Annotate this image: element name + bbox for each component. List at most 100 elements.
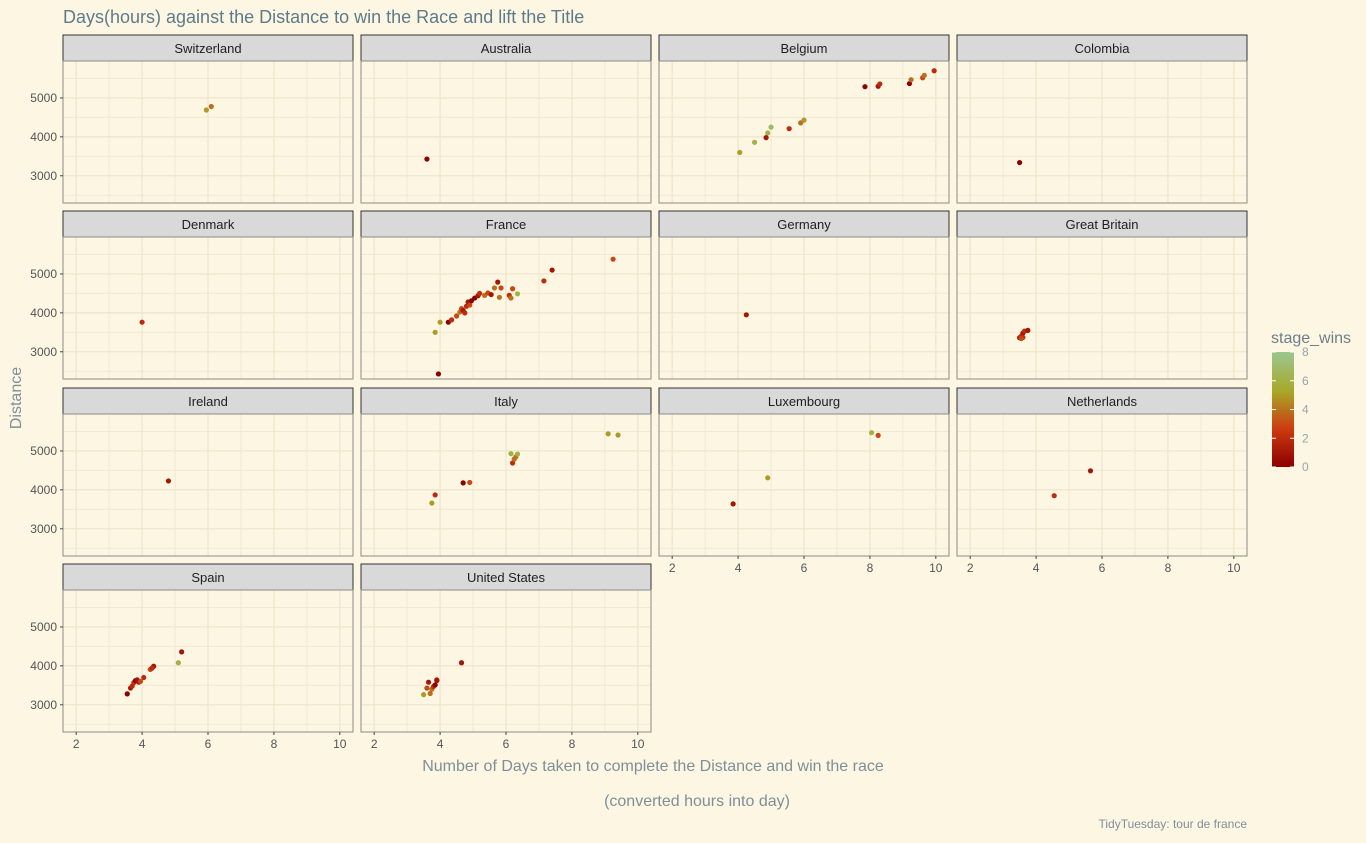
data-point [467, 479, 473, 486]
facet-strip [360, 563, 652, 591]
panel-border [360, 236, 652, 380]
data-point [549, 267, 555, 273]
data-point [435, 371, 442, 377]
panel-germany: Germany [658, 210, 950, 380]
x-tick-label: 6 [503, 737, 510, 751]
data-point [751, 139, 758, 145]
y-tick-label: 3000 [30, 169, 57, 183]
panel-united-states: United States 2 4 6 8 10 [360, 563, 652, 751]
facet-label-italy: Italy [494, 394, 518, 409]
panel-denmark: Denmark 3000 4000 5000 [30, 210, 354, 380]
facet-strip [658, 387, 950, 415]
data-point [1051, 493, 1057, 499]
data-point [605, 431, 611, 437]
facet-strip [658, 210, 950, 238]
x-tick-label: 8 [271, 737, 278, 751]
data-point [424, 685, 430, 691]
data-point [477, 290, 483, 297]
legend-tick-label: 0 [1302, 460, 1309, 474]
x-axis-title: Number of Days taken to complete the Dis… [422, 758, 884, 775]
y-tick-label: 5000 [30, 267, 57, 281]
panel-border [62, 413, 354, 557]
data-point [862, 84, 868, 90]
facet-strip [62, 387, 354, 415]
facet-strip [62, 563, 354, 591]
facet-label-denmark: Denmark [182, 217, 235, 232]
data-point [765, 130, 771, 136]
data-point [432, 682, 438, 688]
facet-label-luxembourg: Luxembourg [768, 394, 840, 409]
data-point [906, 80, 913, 87]
facet-label-belgium: Belgium [781, 41, 828, 56]
y-tick-label: 4000 [30, 306, 57, 320]
facet-label-switzerland: Switzerland [174, 41, 241, 56]
x-tick-label: 10 [333, 737, 347, 751]
facet-label-germany: Germany [777, 217, 831, 232]
panel-great-britain: Great Britain [956, 210, 1248, 380]
data-point [467, 302, 473, 308]
x-tick-label: 2 [371, 737, 378, 751]
y-tick-label: 4000 [30, 483, 57, 497]
x-tick-label: 10 [1227, 561, 1241, 575]
data-point [868, 430, 875, 436]
data-point [179, 649, 185, 655]
facet-strip [956, 210, 1248, 238]
x-tick-label: 4 [437, 737, 444, 751]
data-point [737, 149, 743, 156]
legend-tick-label: 4 [1302, 403, 1309, 417]
data-point [801, 117, 807, 123]
facet-label-colombia: Colombia [1075, 41, 1131, 56]
data-point [165, 478, 172, 484]
data-point [432, 329, 438, 335]
panel-luxembourg: Luxembourg 2 4 6 8 10 [658, 387, 950, 575]
panel-france: France [360, 210, 652, 380]
y-tick-label: 3000 [30, 522, 57, 536]
data-point [1025, 327, 1031, 333]
data-point [425, 679, 432, 685]
facet-label-netherlands: Netherlands [1067, 394, 1138, 409]
chart-title: Days(hours) against the Distance to win … [63, 7, 584, 27]
data-point [434, 678, 440, 684]
data-point [429, 500, 435, 506]
caption: TidyTuesday: tour de france [1098, 817, 1247, 831]
panel-border [956, 60, 1248, 204]
data-point [508, 451, 514, 457]
facet-strip [62, 34, 354, 62]
data-point [908, 77, 914, 83]
panel-netherlands: Netherlands 2 4 6 8 10 [956, 387, 1248, 575]
x-axis-title-line2: (converted hours into day) [604, 793, 790, 810]
data-point [1018, 335, 1024, 342]
y-tick-label: 3000 [30, 345, 57, 359]
facet-strip [360, 387, 652, 415]
panel-colombia: Colombia [956, 34, 1248, 204]
data-point [931, 68, 937, 74]
x-tick-label: 6 [1099, 561, 1106, 575]
data-point [424, 156, 430, 162]
x-tick-label: 6 [801, 561, 808, 575]
panel-belgium: Belgium [658, 34, 950, 204]
data-point [421, 692, 427, 698]
x-tick-label: 4 [139, 737, 146, 751]
data-point [877, 81, 883, 87]
data-point [1087, 468, 1094, 474]
data-point [432, 492, 438, 498]
y-tick-label: 5000 [30, 444, 57, 458]
x-tick-label: 2 [669, 561, 676, 575]
panel-ireland: Ireland 3000 4000 5000 [30, 387, 354, 557]
data-point [875, 432, 881, 438]
panel-switzerland: Switzerland 3000 4000 5000 [30, 34, 354, 204]
data-point [743, 312, 749, 318]
data-point [437, 319, 443, 325]
data-point [763, 135, 769, 141]
data-point [514, 451, 521, 457]
data-point [453, 313, 460, 319]
x-tick-label: 10 [929, 561, 943, 575]
data-point [427, 690, 433, 697]
panel-border [62, 60, 354, 204]
data-point [203, 107, 209, 113]
y-axis-title: Distance [8, 367, 25, 429]
legend-title: stage_wins [1271, 330, 1351, 347]
data-point [460, 480, 466, 486]
panel-spain: Spain 3000 4000 5000 2 4 6 8 10 [30, 563, 354, 751]
